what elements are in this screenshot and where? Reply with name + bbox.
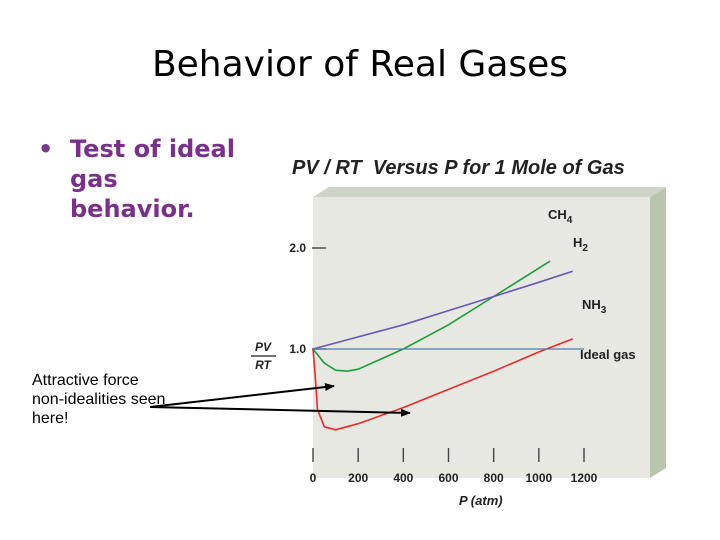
series-lines bbox=[312, 260, 584, 431]
x-tick-label: 400 bbox=[393, 471, 413, 485]
series-line-h2 bbox=[312, 270, 573, 350]
x-tick-label: 0 bbox=[310, 471, 317, 485]
slide-title: Behavior of Real Gases bbox=[151, 44, 569, 85]
series-label-ideal-gas: Ideal gas bbox=[580, 347, 636, 362]
x-axis: 0 200 400 600 800 1000 1200 bbox=[310, 448, 598, 485]
series-label-ch4: CH4 bbox=[548, 207, 573, 226]
x-tick-label: 600 bbox=[438, 471, 458, 485]
annotation-arrow-lower bbox=[149, 406, 411, 417]
series-line-ch4 bbox=[312, 260, 551, 373]
annotation-arrow-upper bbox=[149, 383, 335, 408]
plot-background bbox=[313, 197, 650, 478]
annotation-text: Attractive force non-idealities seen her… bbox=[32, 372, 166, 427]
bullet-dot-icon: • bbox=[38, 135, 54, 163]
x-axis-label: P (atm) bbox=[459, 493, 503, 508]
plot-side-panel bbox=[650, 187, 666, 478]
y-axis: 1.0 2.0 bbox=[289, 241, 326, 356]
x-tick-label: 1200 bbox=[571, 471, 598, 485]
bullet-text: Test of ideal gas behavior. bbox=[70, 135, 235, 223]
series-line-nh3 bbox=[312, 338, 573, 431]
series-label-nh3: NH3 bbox=[582, 297, 607, 316]
y-tick-label: 1.0 bbox=[289, 342, 306, 356]
y-tick-label: 2.0 bbox=[289, 241, 306, 255]
plot-top-panel bbox=[313, 187, 666, 197]
x-tick-label: 1000 bbox=[525, 471, 552, 485]
y-axis-label-denominator: RT bbox=[255, 358, 272, 372]
y-axis-label-numerator: PV bbox=[255, 340, 272, 354]
x-tick-label: 800 bbox=[484, 471, 504, 485]
chart-title: PV / RT Versus P for 1 Mole of Gas bbox=[292, 157, 625, 179]
series-label-h2: H2 bbox=[573, 235, 588, 254]
x-tick-label: 200 bbox=[348, 471, 368, 485]
